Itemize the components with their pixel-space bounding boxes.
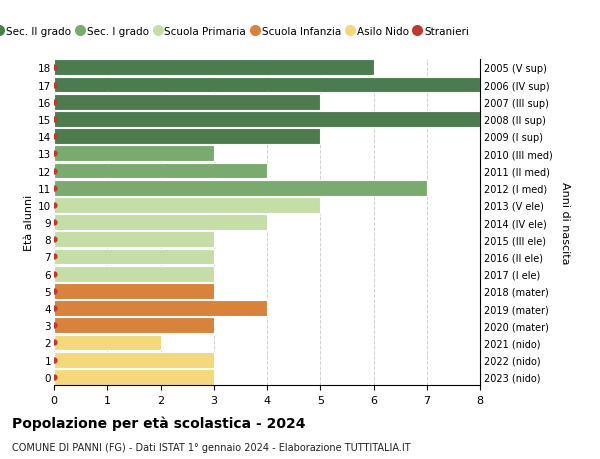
Bar [54,60,373,76]
Bar [54,335,161,351]
Bar [54,129,320,145]
Bar [54,318,214,333]
Y-axis label: Età alunni: Età alunni [24,195,34,251]
Bar [54,163,267,179]
Bar [54,197,320,213]
Bar [54,95,320,111]
Text: Popolazione per età scolastica - 2024: Popolazione per età scolastica - 2024 [12,415,305,430]
Bar [54,78,480,93]
Bar [54,146,214,162]
Bar [54,369,214,385]
Bar [54,180,427,196]
Bar [54,112,480,128]
Legend: Sec. II grado, Sec. I grado, Scuola Primaria, Scuola Infanzia, Asilo Nido, Stran: Sec. II grado, Sec. I grado, Scuola Prim… [0,22,473,41]
Text: COMUNE DI PANNI (FG) - Dati ISTAT 1° gennaio 2024 - Elaborazione TUTTITALIA.IT: COMUNE DI PANNI (FG) - Dati ISTAT 1° gen… [12,442,410,452]
Bar [54,266,214,282]
Bar [54,301,267,316]
Bar [54,215,267,230]
Bar [54,352,214,368]
Bar [54,232,214,248]
Bar [54,283,214,299]
Y-axis label: Anni di nascita: Anni di nascita [560,181,569,264]
Bar [54,249,214,265]
